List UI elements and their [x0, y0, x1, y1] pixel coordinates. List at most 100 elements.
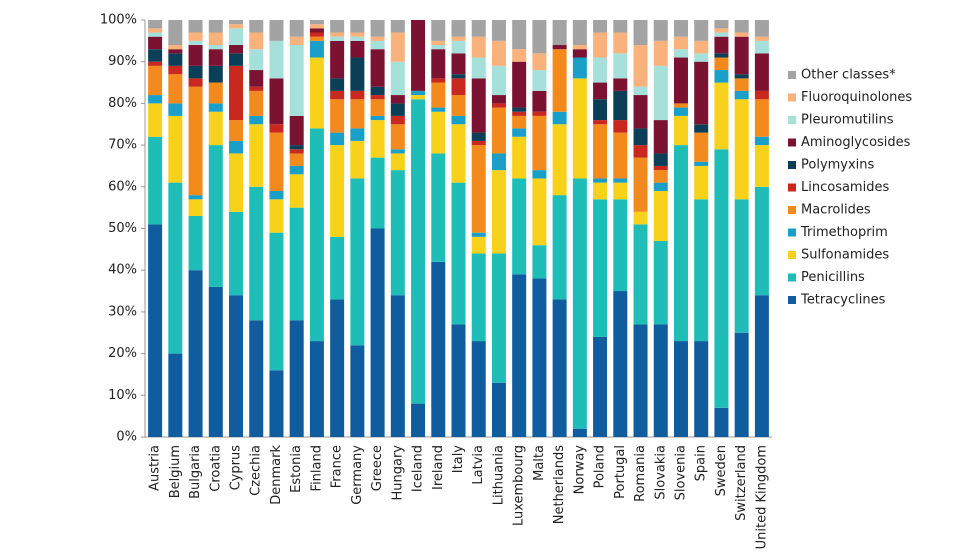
bar-segment: [148, 20, 163, 29]
bar-segment: [148, 61, 163, 66]
bar-segment: [168, 74, 183, 104]
bar-segment: [370, 157, 385, 229]
x-tick-label: Austria: [148, 445, 163, 491]
bar-segment: [289, 153, 304, 166]
bar-segment: [451, 324, 466, 437]
bar-segment: [593, 57, 608, 83]
bar-segment: [148, 28, 163, 33]
bar-segment: [653, 170, 668, 183]
bar-segment: [714, 32, 729, 37]
legend-label: Lincosamides: [801, 180, 889, 195]
bar-segment: [411, 99, 426, 404]
bar-segment: [633, 157, 648, 212]
bar-segment: [249, 115, 264, 125]
x-tick-label: Norway: [572, 445, 587, 495]
y-tick-label: 10%: [108, 388, 137, 403]
bar-segment: [694, 53, 709, 62]
y-tick-label: 40%: [108, 263, 137, 278]
bar-segment: [249, 86, 264, 91]
bar-segment: [188, 270, 203, 437]
bar-segment: [593, 99, 608, 121]
bar-segment: [572, 45, 587, 50]
legend-label: Sulfonamides: [801, 248, 889, 263]
bar-segment: [330, 90, 345, 100]
bar-segment: [208, 82, 223, 104]
bar-segment: [552, 111, 567, 125]
bar-segment: [653, 153, 668, 166]
bar-segment: [512, 128, 527, 137]
bar-segment: [714, 407, 729, 437]
bar-segment: [431, 20, 446, 41]
bar-segment: [411, 90, 426, 96]
bar-segment: [734, 99, 749, 200]
bar-segment: [673, 103, 688, 108]
x-tick-label: Croatia: [208, 445, 223, 492]
bar-segment: [491, 253, 506, 383]
x-tick-label: Latvia: [471, 445, 486, 485]
bar-segment: [471, 341, 486, 437]
bar-segment: [168, 45, 183, 50]
bar-segment: [653, 20, 668, 41]
bar-segment: [309, 40, 324, 58]
bar-segment: [431, 45, 446, 50]
bar-segment: [411, 95, 426, 100]
bar-segment: [451, 74, 466, 79]
bar-segment: [633, 324, 648, 437]
bar-segment: [653, 324, 668, 437]
bar-segment: [249, 49, 264, 71]
bar-segment: [633, 211, 648, 225]
bar-segment: [451, 53, 466, 75]
bar-segment: [633, 20, 648, 46]
bar-segment: [694, 20, 709, 41]
bar-segment: [451, 95, 466, 116]
bar-segment: [673, 49, 688, 58]
legend-swatch: [788, 273, 796, 282]
bar-segment: [754, 40, 769, 54]
bar-segment: [188, 32, 203, 41]
bar-segment: [148, 32, 163, 37]
bar-segment: [168, 103, 183, 116]
bar-segment: [208, 20, 223, 33]
bar-segment: [451, 36, 466, 41]
bar-segment: [653, 40, 668, 66]
bar-segment: [754, 36, 769, 41]
x-tick-label: Cyprus: [229, 445, 244, 491]
bar-segment: [532, 20, 547, 54]
bar-segment: [350, 20, 365, 33]
bar-segment: [673, 20, 688, 37]
bar-segment: [673, 145, 688, 342]
bar-segment: [390, 153, 405, 171]
bar-segment: [754, 53, 769, 91]
y-tick-label: 90%: [108, 54, 137, 69]
bar-segment: [229, 120, 244, 141]
bar-segment: [188, 199, 203, 216]
bar-segment: [673, 107, 688, 116]
bar-segment: [653, 182, 668, 191]
y-tick-label: 100%: [100, 13, 137, 28]
bar-segment: [350, 99, 365, 129]
x-tick-label: Spain: [694, 445, 709, 481]
bar-segment: [390, 115, 405, 125]
bar-segment: [208, 45, 223, 50]
bar-segment: [754, 136, 769, 146]
bar-segment: [613, 90, 628, 121]
bar-segment: [532, 115, 547, 171]
bar-segment: [229, 211, 244, 296]
bar-segment: [330, 20, 345, 33]
bar-segment: [309, 128, 324, 342]
bar-segment: [431, 261, 446, 437]
x-tick-label: Denmark: [269, 445, 284, 505]
x-tick-label: Iceland: [411, 445, 426, 492]
bar-segment: [754, 90, 769, 100]
bar-segment: [673, 115, 688, 146]
x-tick-label: France: [330, 445, 345, 488]
y-tick-label: 70%: [108, 138, 137, 153]
bar-segment: [309, 32, 324, 37]
x-tick-label: Germany: [350, 445, 365, 505]
bar-segment: [532, 90, 547, 112]
bar-segment: [451, 40, 466, 54]
bar-segment: [330, 99, 345, 133]
bar-segment: [229, 65, 244, 121]
bar-segment: [188, 40, 203, 46]
legend-label: Aminoglycosides: [801, 135, 911, 150]
